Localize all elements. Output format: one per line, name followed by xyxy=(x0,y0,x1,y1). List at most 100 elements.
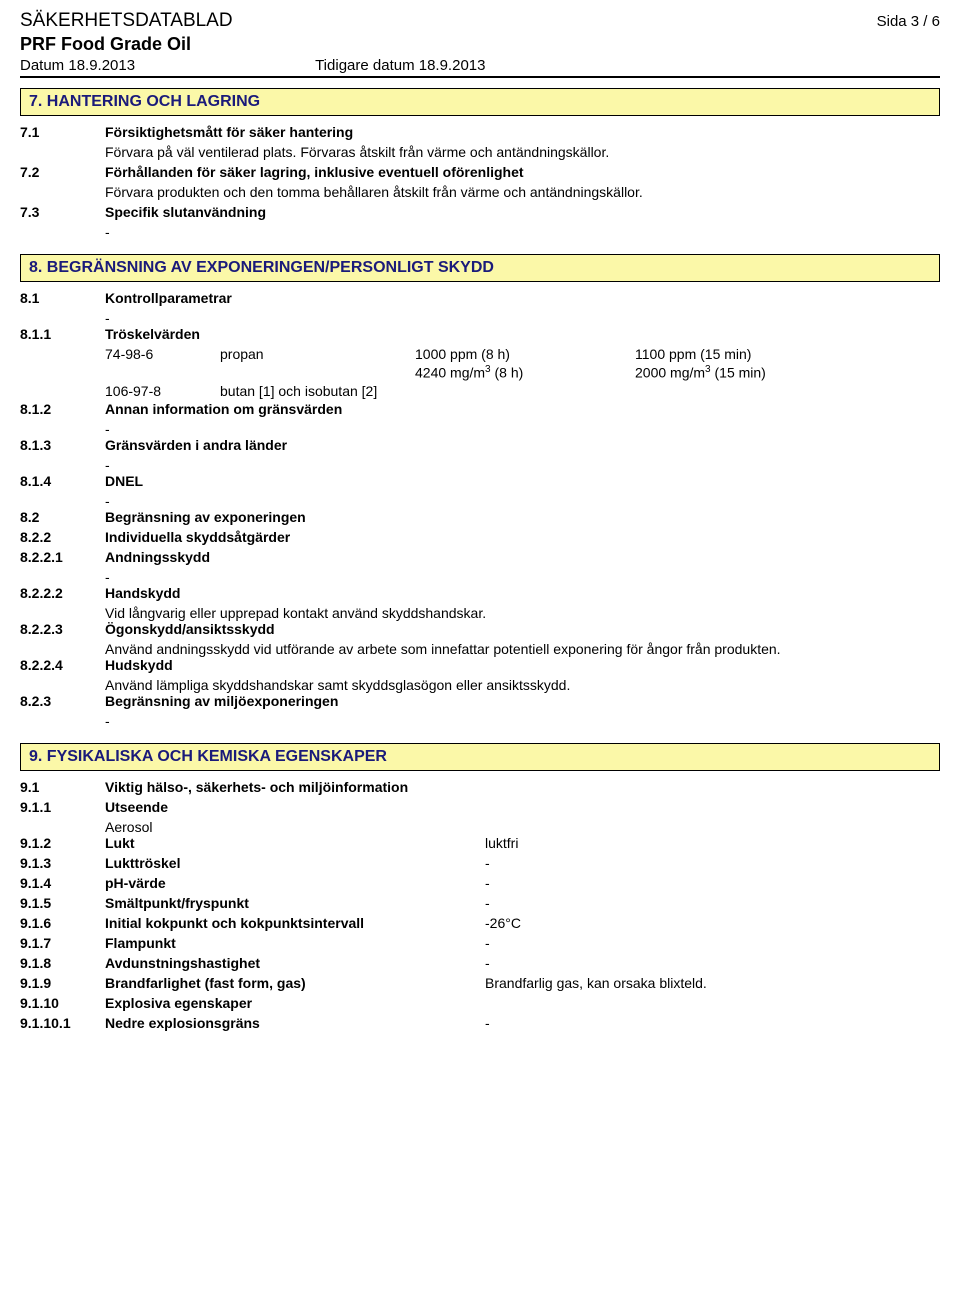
section-7-header: 7. HANTERING OCH LAGRING xyxy=(20,88,940,116)
item-label: Utseende xyxy=(105,799,940,815)
item-text: Använd lämpliga skyddshandskar samt skyd… xyxy=(105,677,940,693)
item-label: Begränsning av miljöexponeringen xyxy=(105,693,940,709)
item-label: Explosiva egenskaper xyxy=(105,995,940,1011)
item-text: Förvara produkten och den tomma behållar… xyxy=(105,184,940,200)
property-value: Brandfarlig gas, kan orsaka blixteld. xyxy=(485,975,940,991)
item-label: Gränsvärden i andra länder xyxy=(105,437,940,453)
property-label: pH-värde xyxy=(105,875,485,891)
item-number: 9.1 xyxy=(20,779,105,795)
property-label: Lukt xyxy=(105,835,485,851)
table-cell: 1000 ppm (8 h) xyxy=(415,346,635,362)
item-text: - xyxy=(105,569,940,585)
item-number: 9.1.6 xyxy=(20,915,105,931)
item-label: Handskydd xyxy=(105,585,940,601)
property-label: Initial kokpunkt och kokpunktsintervall xyxy=(105,915,485,931)
property-value: - xyxy=(485,895,940,911)
item-text: Vid långvarig eller upprepad kontakt anv… xyxy=(105,605,940,621)
item-label: Viktig hälso-, säkerhets- och miljöinfor… xyxy=(105,779,940,795)
item-label: Förhållanden för säker lagring, inklusiv… xyxy=(105,164,940,180)
item-label: Annan information om gränsvärden xyxy=(105,401,940,417)
item-number: 8.2.2.3 xyxy=(20,621,105,637)
item-label: Specifik slutanvändning xyxy=(105,204,940,220)
item-text: - xyxy=(105,457,940,473)
property-value: - xyxy=(485,875,940,891)
item-number: 8.2.2 xyxy=(20,529,105,545)
item-number: 8.1.4 xyxy=(20,473,105,489)
property-label: Flampunkt xyxy=(105,935,485,951)
table-cell xyxy=(415,383,635,399)
item-number: 9.1.7 xyxy=(20,935,105,951)
item-number: 7.1 xyxy=(20,124,105,140)
item-text: - xyxy=(105,493,940,509)
item-label: DNEL xyxy=(105,473,940,489)
property-label: Brandfarlighet (fast form, gas) xyxy=(105,975,485,991)
table-row: 74-98-6 propan 1000 ppm (8 h) 1100 ppm (… xyxy=(105,346,940,362)
item-number: 8.2.2.4 xyxy=(20,657,105,673)
table-row: 106-97-8 butan [1] och isobutan [2] xyxy=(105,383,940,399)
doc-type-label: SÄKERHETSDATABLAD xyxy=(20,10,233,32)
property-label: Nedre explosionsgräns xyxy=(105,1015,485,1031)
product-name: PRF Food Grade Oil xyxy=(20,34,940,55)
table-cell xyxy=(220,364,415,381)
table-cell xyxy=(635,383,940,399)
table-cell: 2000 mg/m3 (15 min) xyxy=(635,364,940,381)
property-value: -26°C xyxy=(485,915,940,931)
threshold-table: 74-98-6 propan 1000 ppm (8 h) 1100 ppm (… xyxy=(105,346,940,399)
table-cell xyxy=(105,364,220,381)
item-number: 8.1.2 xyxy=(20,401,105,417)
property-label: Lukttröskel xyxy=(105,855,485,871)
property-value: - xyxy=(485,1015,940,1031)
item-number: 9.1.10.1 xyxy=(20,1015,105,1031)
header-divider xyxy=(20,76,940,78)
item-text: - xyxy=(105,224,940,240)
item-label: Begränsning av exponeringen xyxy=(105,509,940,525)
item-label: Individuella skyddsåtgärder xyxy=(105,529,940,545)
table-cell: 4240 mg/m3 (8 h) xyxy=(415,364,635,381)
property-label: Avdunstningshastighet xyxy=(105,955,485,971)
date-label: Datum 18.9.2013 xyxy=(20,57,135,74)
property-value: luktfri xyxy=(485,835,940,851)
item-text: - xyxy=(105,713,940,729)
page-number: Sida 3 / 6 xyxy=(877,13,940,30)
prev-date-label: Tidigare datum 18.9.2013 xyxy=(315,57,485,74)
item-label: Tröskelvärden xyxy=(105,326,940,342)
property-label: Smältpunkt/fryspunkt xyxy=(105,895,485,911)
property-value: - xyxy=(485,955,940,971)
item-text: - xyxy=(105,310,940,326)
item-label: Kontrollparametrar xyxy=(105,290,940,306)
property-value: - xyxy=(485,855,940,871)
item-label: Försiktighetsmått för säker hantering xyxy=(105,124,940,140)
table-cell: 1100 ppm (15 min) xyxy=(635,346,940,362)
item-text: Använd andningsskydd vid utförande av ar… xyxy=(105,641,940,657)
section-8-header: 8. BEGRÄNSNING AV EXPONERINGEN/PERSONLIG… xyxy=(20,254,940,282)
item-number: 8.2.2.1 xyxy=(20,549,105,565)
item-number: 9.1.9 xyxy=(20,975,105,991)
item-number: 9.1.5 xyxy=(20,895,105,911)
item-text: Förvara på väl ventilerad plats. Förvara… xyxy=(105,144,940,160)
table-cell: propan xyxy=(220,346,415,362)
property-value: - xyxy=(485,935,940,951)
item-label: Andningsskydd xyxy=(105,549,940,565)
item-number: 8.1.3 xyxy=(20,437,105,453)
table-cell: butan [1] och isobutan [2] xyxy=(220,383,415,399)
section-9-header: 9. FYSIKALISKA OCH KEMISKA EGENSKAPER xyxy=(20,743,940,771)
item-number: 8.2.2.2 xyxy=(20,585,105,601)
item-number: 9.1.10 xyxy=(20,995,105,1011)
item-number: 9.1.3 xyxy=(20,855,105,871)
table-cell: 74-98-6 xyxy=(105,346,220,362)
item-label: Ögonskydd/ansiktsskydd xyxy=(105,621,940,637)
item-number: 9.1.1 xyxy=(20,799,105,815)
item-number: 8.2.3 xyxy=(20,693,105,709)
item-number: 7.3 xyxy=(20,204,105,220)
item-number: 8.1.1 xyxy=(20,326,105,342)
table-cell: 106-97-8 xyxy=(105,383,220,399)
item-number: 9.1.2 xyxy=(20,835,105,851)
item-number: 8.2 xyxy=(20,509,105,525)
item-text: - xyxy=(105,421,940,437)
item-label: Hudskydd xyxy=(105,657,940,673)
table-row: 4240 mg/m3 (8 h) 2000 mg/m3 (15 min) xyxy=(105,364,940,381)
item-number: 9.1.4 xyxy=(20,875,105,891)
item-text: Aerosol xyxy=(105,819,940,835)
item-number: 8.1 xyxy=(20,290,105,306)
item-number: 9.1.8 xyxy=(20,955,105,971)
